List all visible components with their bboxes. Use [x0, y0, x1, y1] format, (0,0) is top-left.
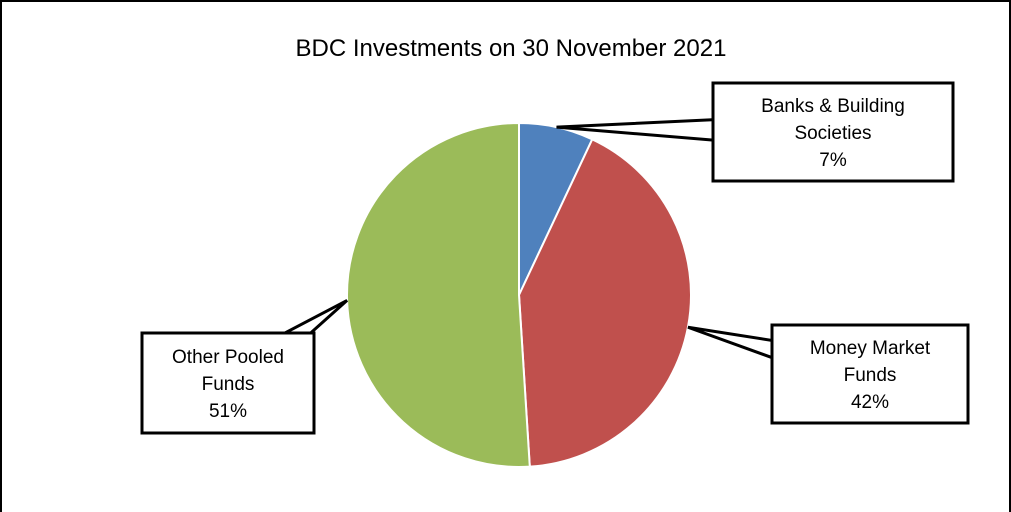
data-label-percent: 51%: [209, 401, 247, 422]
pie-slice: [346, 121, 531, 468]
pie-slices: [346, 121, 692, 468]
callout-box: [140, 331, 316, 435]
data-label-category: Banks & Building: [761, 96, 905, 117]
chart-title: BDC Investments on 30 November 2021: [296, 35, 727, 62]
data-label-category: Funds: [202, 374, 255, 395]
data-label-category: Funds: [844, 365, 897, 386]
callout-box: [770, 323, 970, 425]
callout-box: [711, 81, 955, 183]
pie-callouts: Banks & Building Societies 7% Money Market F…: [140, 81, 970, 435]
data-label-percent: 7%: [819, 150, 847, 171]
data-label-category: Money Market: [810, 338, 931, 359]
data-label-percent: 42%: [851, 392, 889, 413]
data-label-category: Other Pooled: [172, 347, 284, 368]
data-label-category: Societies: [794, 123, 871, 144]
